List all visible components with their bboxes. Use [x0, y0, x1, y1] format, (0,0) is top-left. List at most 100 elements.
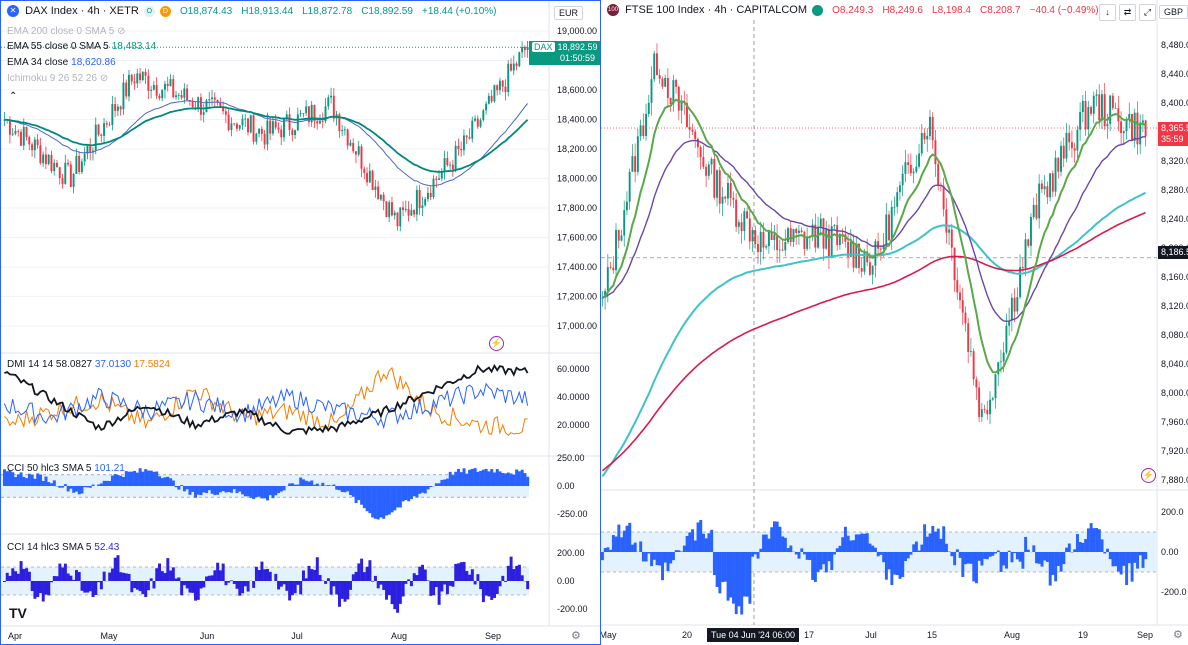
candle-body — [393, 212, 396, 216]
candle-body — [208, 99, 211, 101]
candle-body — [1035, 204, 1038, 219]
cci14-bar — [343, 581, 347, 602]
candle-body — [180, 95, 183, 98]
cci-bar — [1013, 552, 1017, 554]
candle-body — [479, 120, 482, 127]
cci-bar — [882, 552, 886, 563]
cci50-bar — [409, 486, 413, 500]
candle-body — [144, 71, 147, 76]
dax-chart-panel[interactable]: 19,000.0018,800.0018,600.0018,400.0018,2… — [0, 0, 601, 645]
dmi-legend[interactable]: DMI 14 14 58.0827 37.0130 17.5824 — [7, 359, 170, 370]
cci-bar — [811, 552, 815, 580]
tradingview-logo[interactable]: TV — [9, 605, 27, 621]
cci50-bar — [349, 486, 353, 496]
currency-select[interactable]: EUR — [554, 6, 584, 20]
cci14-bar — [346, 581, 350, 600]
ema34-line — [4, 100, 528, 187]
candle-body — [792, 228, 795, 242]
candle-body — [56, 162, 58, 168]
ftse-low: L8,198.4 — [932, 5, 971, 16]
ftse-chart-canvas[interactable]: 8,480.08,440.08,400.08,360.08,320.08,280… — [601, 0, 1188, 645]
candle-body — [119, 106, 122, 110]
ftse-chart-panel[interactable]: 8,480.08,440.08,400.08,360.08,320.08,280… — [601, 0, 1188, 645]
settings-gear-icon[interactable]: ⚙ — [571, 630, 581, 642]
cci-bar — [854, 534, 858, 552]
cci50-bar — [263, 486, 267, 499]
candle-body — [152, 84, 155, 90]
cci14-bar — [133, 581, 137, 589]
candle-body — [795, 228, 798, 233]
eye-off-icon[interactable]: ⊘ — [99, 73, 109, 84]
candle-body — [327, 97, 330, 107]
arrow-down-icon[interactable]: ↓ — [1099, 4, 1116, 21]
cursor-price-tag: 8,186.5 — [1158, 246, 1188, 259]
candle-body — [879, 248, 882, 250]
candle-body — [929, 116, 931, 136]
candle-body — [1038, 183, 1041, 219]
candle-body — [127, 74, 130, 97]
candle-body — [672, 80, 675, 105]
settings-gear-icon[interactable]: ⚙ — [1173, 629, 1183, 641]
cci14-bar — [14, 571, 18, 581]
cci14-axis-label: 0.00 — [557, 576, 575, 586]
cci-bar — [846, 535, 850, 552]
cci50-bar — [218, 486, 222, 493]
candle-body — [967, 323, 970, 352]
candle-body — [321, 121, 324, 122]
cci50-bar — [268, 486, 272, 496]
candle-body — [147, 75, 150, 91]
candle-body — [972, 351, 975, 380]
legend-ema34[interactable]: EMA 34 close 18,620.86 — [7, 57, 116, 68]
candle-body — [1111, 95, 1114, 109]
candle-body — [316, 121, 319, 124]
cci14-axis-label: 200.00 — [557, 548, 585, 558]
dax-chart-canvas[interactable]: 19,000.0018,800.0018,600.0018,400.0018,2… — [1, 1, 601, 645]
swap-icon[interactable]: ⇄ — [1119, 4, 1136, 21]
ftse-title[interactable]: FTSE 100 Index · 4h · CAPITALCOM — [625, 4, 808, 16]
candle-body — [1005, 325, 1008, 353]
currency-select[interactable]: GBP — [1159, 5, 1188, 19]
dmi-axis-label: 20.0000 — [557, 420, 590, 430]
legend-ichimoku[interactable]: Ichimoku 9 26 52 26 ⊘ — [7, 73, 109, 84]
cci-bar — [603, 548, 607, 552]
candle-body — [202, 112, 205, 115]
candle-body — [44, 154, 47, 164]
cci14-bar — [266, 568, 269, 581]
legend-ema200[interactable]: EMA 200 close 0 SMA 5 ⊘ — [7, 26, 126, 37]
cci50-bar — [426, 486, 430, 490]
candle-body — [718, 170, 721, 204]
candle-body — [743, 211, 746, 232]
legend-ema55[interactable]: EMA 55 close 0 SMA 5 18,483.14 — [7, 41, 157, 52]
candle-body — [197, 97, 200, 110]
cci-bar — [751, 552, 755, 557]
cci14-bar — [285, 581, 289, 591]
cci50-bar — [315, 483, 319, 486]
dax-title[interactable]: DAX Index · 4h · XETR — [25, 5, 139, 17]
cci50-legend[interactable]: CCI 50 hlc3 SMA 5 101.21 — [7, 463, 125, 474]
cci50-bar — [110, 475, 114, 486]
lightning-icon[interactable]: ⚡ — [1141, 468, 1156, 483]
candle-body — [1081, 100, 1084, 113]
cci50-bar — [310, 480, 314, 486]
candle-body — [1084, 100, 1087, 130]
cci14-bar — [517, 564, 521, 581]
cci50-bar — [235, 486, 239, 494]
eye-off-icon[interactable]: ⊘ — [117, 26, 126, 37]
cci14-bar — [263, 569, 267, 581]
maximize-icon[interactable]: ⤢ — [1139, 4, 1156, 21]
candle-body — [219, 102, 222, 108]
candle-body — [885, 214, 888, 245]
cci50-bar — [401, 486, 405, 502]
cci-bar — [1056, 552, 1060, 567]
cci-bar — [890, 552, 894, 585]
candle-body — [639, 125, 642, 137]
candle-body — [858, 243, 860, 268]
candle-body — [507, 63, 510, 92]
cci14-legend[interactable]: CCI 14 hlc3 SMA 5 52.43 — [7, 542, 120, 553]
cci14-bar — [282, 581, 286, 585]
candle-body — [241, 118, 244, 126]
collapse-legend-icon[interactable]: ⌃ — [9, 91, 18, 102]
lightning-icon[interactable]: ⚡ — [489, 336, 504, 351]
cci50-bar — [509, 473, 513, 486]
price-axis-label: 8,040.0 — [1161, 359, 1188, 369]
